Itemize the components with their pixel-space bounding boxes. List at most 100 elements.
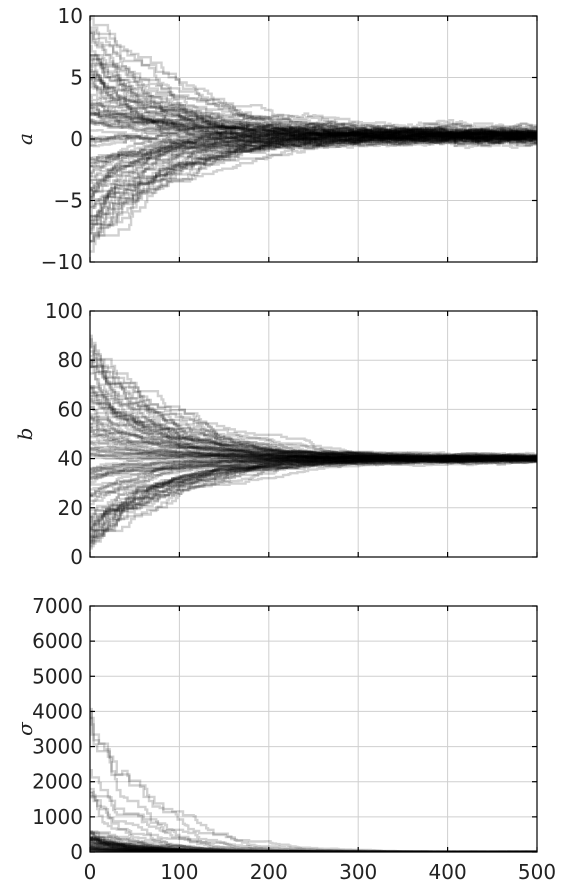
walker-line-37	[90, 338, 537, 462]
y-tick-label: 1000	[32, 805, 83, 829]
walker-line-64	[90, 111, 537, 139]
walker-line-27	[90, 130, 537, 199]
walker-line-5	[90, 406, 537, 463]
walker-line-41	[90, 418, 537, 462]
walker-line-11	[90, 105, 537, 145]
walker-line-84	[90, 83, 537, 145]
walker-line-75	[90, 127, 537, 141]
walker-line-73	[90, 124, 537, 205]
walker-line-81	[90, 132, 537, 197]
walker-line-5	[90, 131, 537, 195]
walker-line-44	[90, 441, 537, 462]
walker-line-28	[90, 54, 537, 147]
walker-line-49	[90, 457, 537, 523]
walker-line-49	[90, 130, 537, 225]
walker-line-39	[90, 71, 537, 144]
walker-line-8	[90, 129, 537, 164]
walker-line-75	[90, 455, 537, 498]
x-tick-label: 0	[84, 860, 97, 884]
walker-line-89	[90, 130, 537, 182]
y-tick-label: 5000	[32, 664, 83, 688]
y-tick-label: 0	[70, 840, 83, 864]
walker-line-18	[90, 93, 537, 147]
walker-line-14	[90, 453, 537, 480]
panel-sigma: 0 1000 2000 3000 4000 5000 6000 7000 0 100 200 300 4…	[13, 594, 556, 884]
y-tick-label: −5	[54, 189, 83, 213]
panel-a: −10 −5 0 5 10 a	[13, 4, 538, 274]
walker-line-4	[90, 78, 537, 140]
walker-line-26	[90, 119, 537, 138]
walker-line-26	[90, 455, 537, 481]
y-tick-label: 0	[70, 127, 83, 151]
axes-frame	[89, 310, 538, 558]
walker-line-59	[90, 128, 537, 199]
walker-line-16	[90, 126, 537, 243]
walker-line-87	[90, 426, 537, 466]
walker-line-81	[90, 358, 537, 460]
walker-line-24	[90, 127, 537, 147]
y-tick-label: 6000	[32, 629, 83, 653]
walker-line-45	[90, 455, 537, 502]
walker-line-23	[90, 405, 537, 461]
walker-line-10	[90, 135, 537, 208]
walker-line-11	[90, 334, 537, 461]
walker-line-33	[90, 452, 537, 464]
walker-line-71	[90, 121, 537, 142]
walker-line-30	[90, 53, 537, 141]
walker-line-2	[90, 26, 537, 145]
walker-line-48	[90, 68, 537, 140]
walker-line-69	[90, 113, 537, 146]
walker-line-80	[90, 129, 537, 149]
walker-line-6	[90, 76, 537, 140]
walker-line-33	[90, 130, 537, 253]
walker-line-21	[90, 455, 537, 471]
walker-line-25	[90, 436, 537, 464]
walker-line-77	[90, 54, 537, 145]
walker-line-77	[90, 430, 537, 463]
walker-line-67	[90, 455, 537, 536]
walker-line-9	[90, 103, 537, 143]
walker-line-55	[90, 386, 537, 463]
walker-line-89	[90, 455, 537, 512]
walker-line-36	[90, 129, 537, 229]
y-tick-label: 2000	[32, 770, 83, 794]
walker-line-24	[90, 455, 537, 477]
y-tick-label: 7000	[32, 594, 83, 618]
walker-line-59	[90, 385, 537, 460]
walker-line-46	[90, 344, 537, 461]
walker-line-42	[90, 128, 537, 148]
walker-line-40	[90, 134, 537, 218]
walker-line-34	[90, 455, 537, 470]
walker-line-82	[90, 127, 537, 178]
walker-line-0	[90, 132, 537, 243]
walker-line-66	[90, 442, 537, 464]
walker-line-83	[90, 453, 537, 486]
walker-line-41	[90, 707, 537, 852]
walker-line-34	[90, 127, 537, 210]
walker-line-64	[90, 446, 537, 462]
walker-line-30	[90, 354, 537, 459]
walker-line-45	[90, 96, 537, 141]
walker-line-85	[90, 413, 537, 461]
walker-traces	[90, 707, 537, 852]
walker-line-86	[90, 416, 537, 464]
walker-line-67	[90, 129, 537, 168]
walker-line-57	[90, 452, 537, 531]
y-axis-label: b	[13, 428, 37, 441]
walker-line-38	[90, 31, 537, 145]
walker-line-83	[90, 129, 537, 219]
walker-line-44	[90, 73, 537, 143]
walker-line-78	[90, 350, 537, 462]
walker-line-88	[90, 430, 537, 460]
walker-line-31	[90, 127, 537, 175]
walker-line-72	[90, 395, 537, 459]
walker-line-62	[90, 124, 537, 221]
y-tick-label: 20	[58, 496, 83, 520]
walker-line-32	[90, 60, 537, 146]
walker-line-19	[90, 17, 537, 138]
walker-line-40	[90, 456, 537, 523]
walker-line-3	[90, 394, 537, 462]
walker-line-17	[90, 125, 537, 184]
x-tick-label: 200	[250, 860, 288, 884]
walker-line-39	[90, 455, 537, 525]
